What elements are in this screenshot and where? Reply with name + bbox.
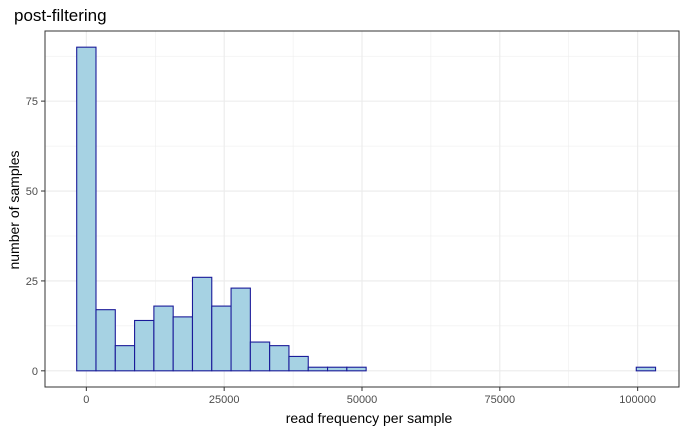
x-tick-label: 75000 [485, 394, 516, 406]
chart-title: post-filtering [14, 6, 107, 25]
x-tick-label: 100000 [619, 394, 656, 406]
x-tick-label: 50000 [347, 394, 378, 406]
histogram-bar [326, 366, 348, 372]
y-tick-label: 25 [26, 276, 38, 288]
histogram-bar [211, 305, 232, 372]
y-tick-label: 0 [32, 366, 38, 378]
histogram-bar [346, 366, 367, 372]
histogram-bar [269, 345, 290, 372]
histogram-bar [114, 345, 136, 372]
histogram-bar [191, 276, 213, 372]
histogram-bar [288, 355, 309, 372]
y-tick-label: 50 [26, 186, 38, 198]
histogram-bar [249, 341, 271, 372]
histogram-bar [95, 309, 116, 372]
plot-panel: 0 25000 50000 75000 100000 0 25 50 75 [26, 30, 680, 406]
y-axis-title: number of samples [6, 150, 22, 269]
histogram-bar [153, 305, 174, 372]
histogram-bar [76, 46, 97, 372]
x-tick-label: 0 [83, 394, 89, 406]
histogram-bar [134, 319, 155, 372]
histogram-bar [307, 366, 329, 372]
histogram-bar [172, 316, 194, 372]
x-axis-title: read frequency per sample [286, 410, 453, 426]
histogram-bar [635, 366, 657, 372]
y-tick-label: 75 [26, 96, 38, 108]
histogram-bar [230, 287, 251, 372]
x-tick-label: 25000 [209, 394, 240, 406]
